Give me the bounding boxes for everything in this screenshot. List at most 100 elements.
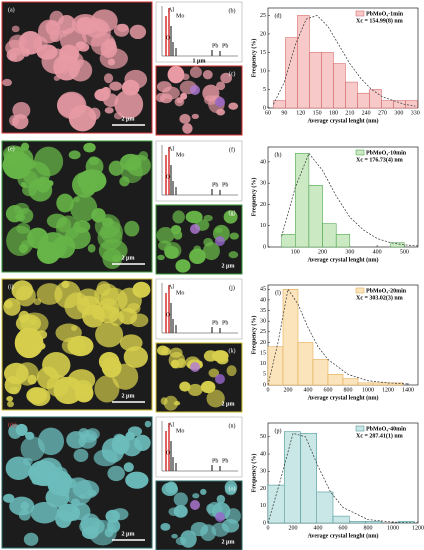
y-tick-label: 20 xyxy=(260,486,266,492)
x-tick-label: 200 xyxy=(318,249,327,255)
particle xyxy=(206,389,225,408)
y-tick-label: 10 xyxy=(260,503,266,509)
legend-label: PbMoO₄-20min xyxy=(366,288,407,294)
x-tick-label: 400 xyxy=(304,387,313,393)
panel-label: (a) xyxy=(8,6,15,13)
particle xyxy=(156,227,175,244)
particle xyxy=(17,208,34,224)
particle xyxy=(103,73,114,84)
bar xyxy=(281,233,296,248)
legend-note: Xc = 154.99(8) nm xyxy=(356,17,403,24)
bar xyxy=(300,433,317,524)
particle xyxy=(108,160,124,176)
particle xyxy=(125,471,149,489)
bar xyxy=(273,100,286,109)
fit-curve xyxy=(267,432,419,524)
plot-frame xyxy=(267,146,419,248)
particle xyxy=(14,327,44,359)
scale-label: 2 μm xyxy=(122,116,135,122)
highlight xyxy=(215,236,225,246)
legend-swatch xyxy=(355,149,365,156)
particle xyxy=(68,150,81,160)
fit-curve xyxy=(281,152,419,247)
x-axis-label: Average crystal lenght (nm) xyxy=(307,532,378,539)
eds-peak-label: Pb xyxy=(212,320,218,326)
particle xyxy=(72,480,100,499)
bar xyxy=(332,515,350,524)
panel-label: (b) xyxy=(229,7,236,14)
panel-label: (p) xyxy=(275,427,282,434)
particle xyxy=(2,78,13,87)
y-tick-label: 10 xyxy=(260,223,266,229)
particle xyxy=(95,321,124,348)
eds-peak-label: O xyxy=(166,174,171,180)
particle xyxy=(123,462,134,473)
particle xyxy=(203,214,213,222)
panel-label: (k) xyxy=(229,347,236,354)
particle xyxy=(56,92,85,118)
x-tick-label: 0 xyxy=(267,387,270,393)
bar xyxy=(316,491,334,524)
eds-peak-label: Pb xyxy=(212,43,218,49)
panel-label: (d) xyxy=(275,12,282,19)
x-tick-label: 300 xyxy=(345,249,354,255)
particle xyxy=(228,251,239,259)
panel-label: (n) xyxy=(229,422,236,429)
particle xyxy=(11,25,20,33)
particle xyxy=(56,217,72,233)
panel-label: (e) xyxy=(8,145,15,152)
particle xyxy=(124,69,148,89)
particle xyxy=(160,523,171,531)
scale-label: 1 μm xyxy=(193,58,206,64)
particle xyxy=(6,225,35,257)
particle xyxy=(70,194,98,222)
y-tick-label: 45 xyxy=(260,287,266,293)
y-tick-label: 15 xyxy=(260,50,266,56)
particle xyxy=(3,493,15,503)
y-tick-label: 30 xyxy=(260,181,266,187)
x-tick-label: 150 xyxy=(313,110,322,116)
x-tick-label: 90 xyxy=(281,110,287,116)
particle xyxy=(36,241,61,264)
particle xyxy=(107,465,125,482)
bar xyxy=(381,100,394,109)
x-tick-label: 400 xyxy=(373,249,382,255)
particle xyxy=(112,255,121,263)
x-tick-label: 270 xyxy=(378,110,387,116)
particle xyxy=(40,472,48,479)
particle xyxy=(126,303,141,315)
x-tick-label: 210 xyxy=(345,110,354,116)
particle xyxy=(3,297,21,316)
particle xyxy=(68,59,93,82)
particle xyxy=(37,427,65,456)
particle xyxy=(76,17,96,34)
particle xyxy=(127,426,143,437)
particle xyxy=(15,314,42,333)
particle xyxy=(179,381,191,392)
particle xyxy=(228,102,239,110)
eds-peak-label: Pb xyxy=(222,43,228,49)
panel-label: (f) xyxy=(229,146,235,153)
particle xyxy=(226,365,237,377)
particle xyxy=(229,232,239,240)
particle xyxy=(3,362,29,385)
particle xyxy=(113,23,130,37)
x-tick-label: 180 xyxy=(329,110,338,116)
particle xyxy=(104,107,114,114)
bar xyxy=(321,52,334,109)
particle xyxy=(56,503,81,522)
highlight xyxy=(190,224,200,234)
fit-curve xyxy=(273,15,416,107)
x-tick-label: 1200 xyxy=(382,387,394,393)
particle xyxy=(171,533,178,539)
bar xyxy=(357,92,370,109)
legend-note: Xc = 176.73(4) nm xyxy=(356,156,403,163)
bar xyxy=(322,223,337,248)
eds-panel xyxy=(155,140,243,202)
bar xyxy=(357,382,374,386)
bar xyxy=(285,37,298,109)
particle xyxy=(191,113,199,120)
particle xyxy=(113,112,123,120)
particle xyxy=(107,519,121,533)
particle xyxy=(172,210,185,224)
